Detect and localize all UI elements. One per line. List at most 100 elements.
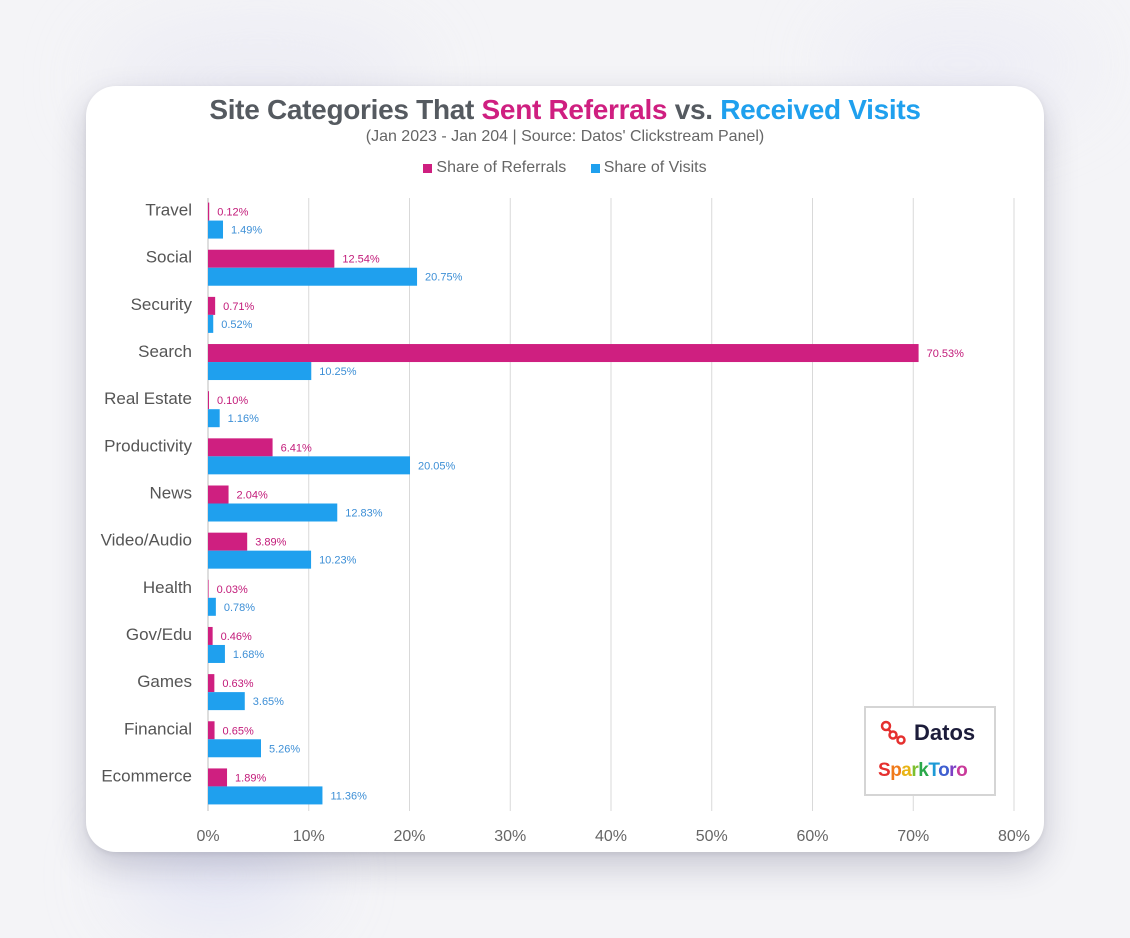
data-label-referrals: 70.53% <box>927 348 965 360</box>
data-label-visits: 10.23% <box>319 555 357 567</box>
data-label-visits: 3.65% <box>253 696 284 708</box>
legend-label-visits: Share of Visits <box>603 159 707 176</box>
data-label-referrals: 12.54% <box>342 254 380 266</box>
bar-visits <box>208 267 418 286</box>
datos-logo-text: Datos <box>914 720 976 745</box>
data-label-visits: 1.16% <box>228 413 259 425</box>
sparktoro-letter: a <box>901 760 912 781</box>
bar-visits <box>208 503 338 522</box>
bar-visits <box>208 644 225 663</box>
legend-swatch-visits <box>590 163 600 173</box>
y-category-label: Productivity <box>104 436 192 455</box>
data-label-visits: 0.52% <box>221 319 252 331</box>
x-tick-label: 60% <box>796 828 828 845</box>
bar-referrals <box>208 391 210 410</box>
title-part-sent-referrals: Sent Referrals <box>481 94 668 125</box>
data-label-referrals: 6.41% <box>281 442 312 454</box>
data-label-visits: 11.36% <box>330 790 367 802</box>
data-label-referrals: 0.65% <box>223 725 254 737</box>
data-label-referrals: 0.12% <box>217 207 248 219</box>
legend-swatch-referrals <box>423 163 433 173</box>
x-tick-label: 50% <box>696 828 728 845</box>
data-label-visits: 1.68% <box>233 649 264 661</box>
data-label-referrals: 2.04% <box>237 490 268 502</box>
y-category-label: Search <box>138 342 192 361</box>
data-label-visits: 12.83% <box>345 508 383 520</box>
title-part-vs: vs. <box>674 94 713 125</box>
data-label-referrals: 3.89% <box>255 537 286 549</box>
bar-visits <box>208 314 214 333</box>
data-label-visits: 0.78% <box>224 602 255 614</box>
x-tick-label: 0% <box>196 828 219 845</box>
legend-item-referrals: Share of Referrals <box>423 159 566 177</box>
bar-chart: 0% 10% 20% 30% 40% 50% 60% 70% 80% Travel 0.12% 1.4… <box>101 198 1030 845</box>
sparktoro-letter: T <box>928 760 939 781</box>
data-label-visits: 20.75% <box>425 272 463 284</box>
bar-referrals <box>208 674 215 693</box>
data-label-visits: 20.05% <box>418 460 456 472</box>
bar-referrals <box>208 626 213 645</box>
data-label-referrals: 1.89% <box>235 772 266 784</box>
x-tick-label: 80% <box>998 828 1030 845</box>
y-category-label: Gov/Edu <box>126 625 192 644</box>
data-label-visits: 10.25% <box>319 366 357 378</box>
bar-referrals <box>208 485 229 504</box>
bar-referrals <box>208 296 216 315</box>
data-label-referrals: 0.10% <box>217 395 248 407</box>
chart-card: Site Categories That Sent Referrals vs. … <box>86 86 1044 852</box>
datos-network-icon <box>880 720 906 745</box>
bar-referrals <box>208 438 273 457</box>
chart-title: Site Categories That Sent Referrals vs. … <box>86 94 1044 126</box>
data-label-referrals: 0.63% <box>222 678 253 690</box>
sparktoro-letter: p <box>890 760 902 781</box>
bar-referrals <box>208 249 335 268</box>
sparktoro-logo: SparkToro <box>878 760 968 782</box>
bar-visits <box>208 692 245 711</box>
y-category-label: Security <box>131 295 193 314</box>
sparktoro-letter: S <box>878 760 891 781</box>
data-label-referrals: 0.46% <box>221 631 252 643</box>
data-label-referrals: 0.03% <box>217 584 248 596</box>
bar-visits <box>208 409 220 428</box>
bar-referrals <box>208 532 248 551</box>
x-tick-label: 20% <box>393 828 425 845</box>
y-category-label: Health <box>143 578 192 597</box>
sparktoro-letter: o <box>938 760 950 781</box>
sparktoro-letter: o <box>956 760 968 781</box>
legend-label-referrals: Share of Referrals <box>436 159 567 176</box>
chart-legend: Share of Referrals Share of Visits <box>86 159 1044 178</box>
bar-visits <box>208 786 323 805</box>
data-label-visits: 1.49% <box>231 225 262 237</box>
bar-visits <box>208 220 224 239</box>
y-category-label: Financial <box>124 719 192 738</box>
bar-referrals <box>208 768 228 787</box>
legend-item-visits: Share of Visits <box>590 159 707 177</box>
logo-box: Datos SparkToro <box>864 706 996 796</box>
x-tick-label: 30% <box>494 828 526 845</box>
title-part-received-visits: Received Visits <box>720 94 921 125</box>
y-category-label: Travel <box>145 201 192 220</box>
bar-visits <box>208 362 312 381</box>
title-part-1: Site Categories That <box>209 94 475 125</box>
chart-subtitle: (Jan 2023 - Jan 204 | Source: Datos' Cli… <box>365 128 765 145</box>
datos-logo: Datos <box>880 720 975 746</box>
y-category-label: Games <box>137 672 192 691</box>
bar-visits <box>208 597 216 616</box>
bar-visits <box>208 550 312 569</box>
y-category-label: Video/Audio <box>101 531 192 550</box>
y-category-label: Ecommerce <box>101 766 192 785</box>
x-tick-label: 70% <box>897 828 929 845</box>
sparktoro-letter: k <box>918 760 929 781</box>
sparktoro-letter: r <box>911 760 919 781</box>
bar-referrals <box>208 579 209 598</box>
data-label-visits: 5.26% <box>269 743 300 755</box>
y-category-label: Real Estate <box>104 389 192 408</box>
y-category-label: Social <box>146 248 192 267</box>
data-label-referrals: 0.71% <box>223 301 254 313</box>
bar-visits <box>208 456 411 475</box>
bar-referrals <box>208 344 919 363</box>
x-tick-label: 10% <box>293 828 325 845</box>
bar-visits <box>208 739 261 758</box>
sparktoro-letter: r <box>949 760 957 781</box>
y-category-label: News <box>149 484 192 503</box>
